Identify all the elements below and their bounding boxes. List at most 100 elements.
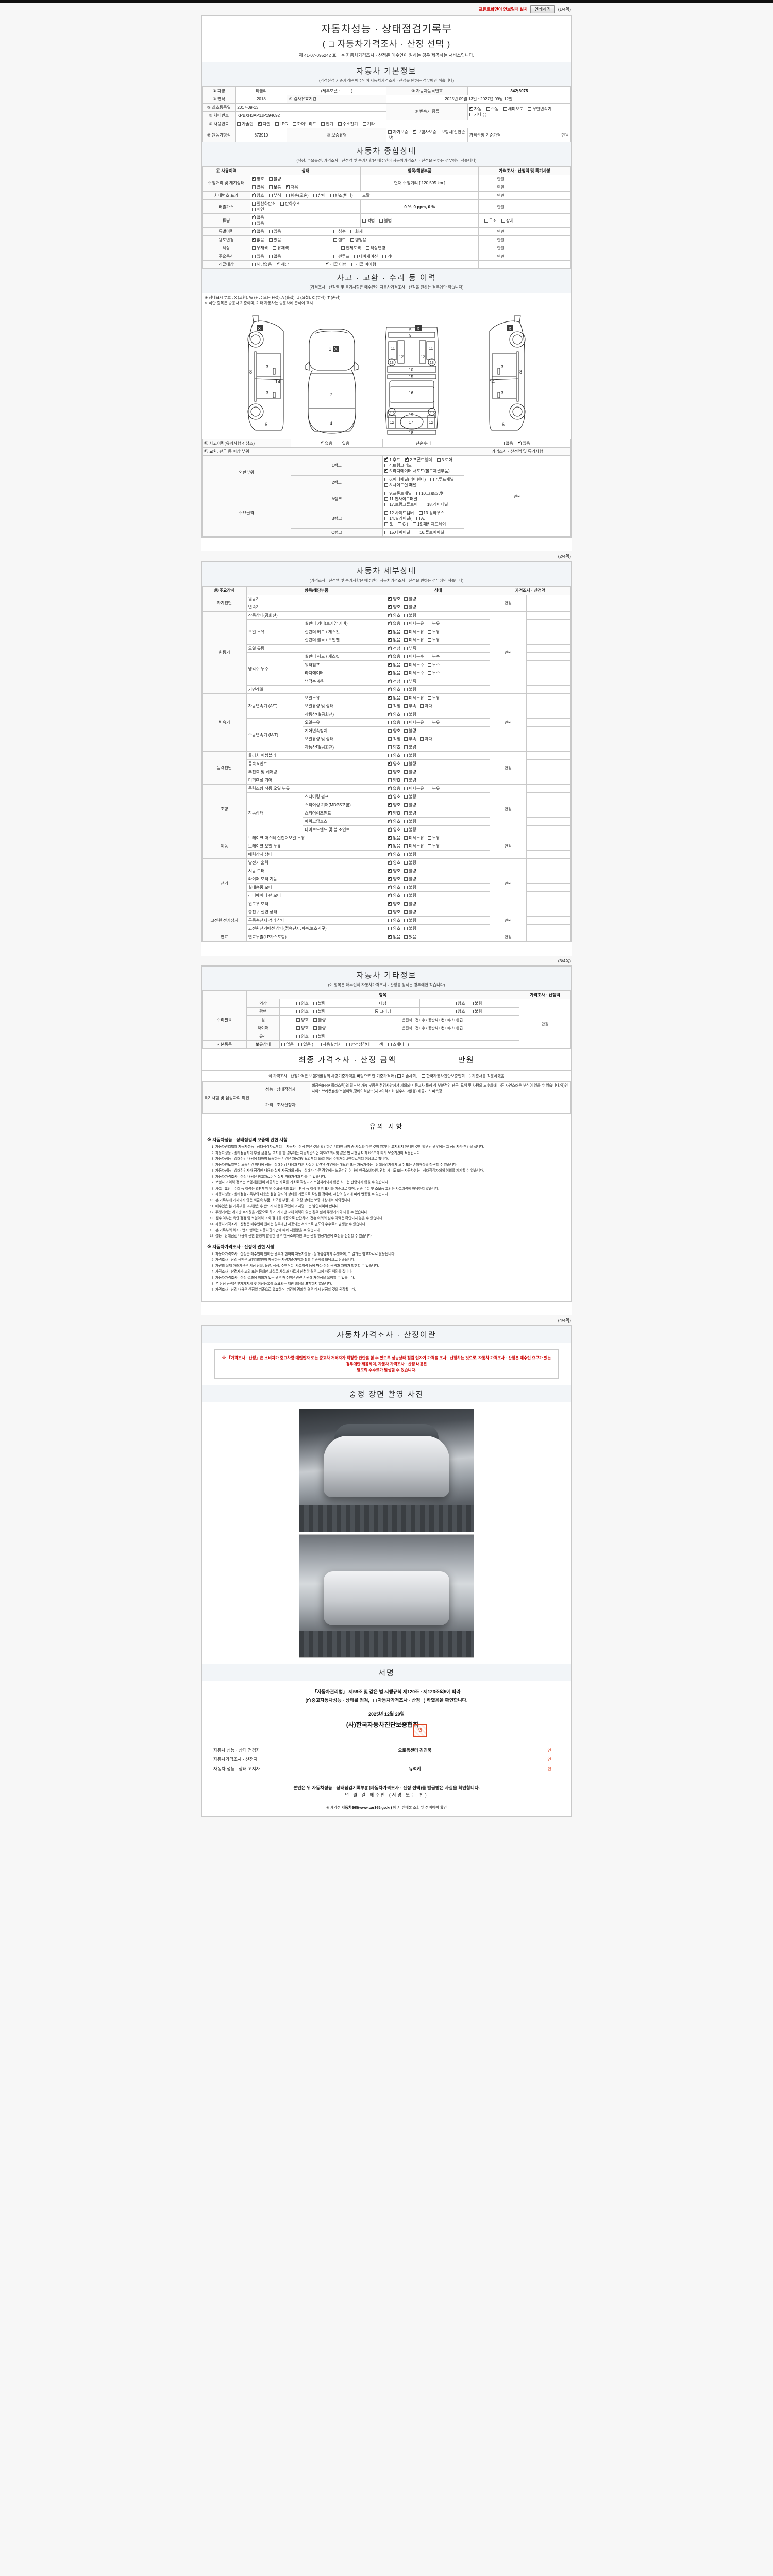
detail-state-0-1[interactable]: 양호 불량 xyxy=(386,603,490,612)
opt-양호[interactable]: 양호 xyxy=(388,769,400,775)
int-bad[interactable]: 불량 xyxy=(469,1001,482,1006)
recall-not-done[interactable]: 리콜 미이행 xyxy=(351,262,376,267)
part-10-cross-member[interactable]: 10.크로스멤버 xyxy=(416,490,446,496)
opt-누수[interactable]: 누수 xyxy=(427,662,440,668)
fuel-opt-electric[interactable]: 전기 xyxy=(321,121,333,127)
detail-state-2-1[interactable]: 적정 부족 과다 xyxy=(386,702,490,711)
opt-없음[interactable]: 없음 xyxy=(388,620,400,626)
rank-B-items[interactable]: 12.사이드멤버 13.휠하우스 14.필러패널( A, B, C ) 19.패… xyxy=(382,509,464,529)
detail-state-5-2[interactable]: 양호 불량 xyxy=(386,850,490,859)
rank-2-items[interactable]: 6.쿼터패널(리어휀더) 7.루프패널 8.사이드실 패널 xyxy=(382,475,464,490)
opt-적정[interactable]: 적정 xyxy=(388,736,400,742)
opt-미세누수[interactable]: 미세누수 xyxy=(404,670,424,676)
detail-state-6-0[interactable]: 양호 불량 xyxy=(386,858,490,868)
basic-manual[interactable]: 사용설명서 xyxy=(317,1042,342,1047)
basic-jack[interactable]: 잭 xyxy=(375,1042,383,1047)
opt-미세누유[interactable]: 미세누유 xyxy=(404,695,424,701)
part-18-rear-panel[interactable]: 18.리어패널 xyxy=(422,502,448,507)
detail-state-3-2[interactable]: 양호 불량 xyxy=(386,768,490,777)
basic-none[interactable]: 없음 xyxy=(281,1042,294,1047)
opt-불량[interactable]: 불량 xyxy=(404,728,416,734)
opt-양호[interactable]: 양호 xyxy=(388,901,400,907)
part-17-trunk-floor[interactable]: 17.트렁크플로어 xyxy=(384,502,418,507)
opt-없음[interactable]: 없음 xyxy=(388,653,400,659)
print-button[interactable]: 인쇄하기 xyxy=(530,5,555,13)
special-flood[interactable]: 침수 xyxy=(333,229,346,234)
repair-polish-opts[interactable]: 양호 불량 xyxy=(279,1007,346,1016)
accident-none[interactable]: 없음 xyxy=(320,440,332,446)
tire-good[interactable]: 양호 xyxy=(296,1025,309,1031)
opt-불량[interactable]: 불량 xyxy=(404,753,416,758)
vin-mark-options[interactable]: 양호 부식 훼손(오손) 상이 변조(변타) 도말 xyxy=(249,191,479,200)
part-11-inside-panel[interactable]: 11.인사이드패널 xyxy=(384,496,417,502)
basic-triangle[interactable]: 안전삼각대 xyxy=(346,1042,370,1047)
opt-불량[interactable]: 불량 xyxy=(404,769,416,775)
part-15-dash-panel[interactable]: 15.대쉬패널 xyxy=(384,530,410,535)
tuning-legal-opt[interactable]: 적법 xyxy=(362,218,375,224)
opt-부족[interactable]: 부족 xyxy=(404,646,416,651)
opt-불량[interactable]: 불량 xyxy=(404,744,416,750)
opt-불량[interactable]: 불량 xyxy=(404,761,416,767)
opt-양호[interactable]: 양호 xyxy=(388,826,400,833)
opt-양호[interactable]: 양호 xyxy=(388,604,400,610)
opt-미세누유[interactable]: 미세누유 xyxy=(404,835,424,841)
opt-불량[interactable]: 불량 xyxy=(404,893,416,899)
law-opt-appraisal[interactable]: 자동차가격조사 · 산정 xyxy=(373,1697,420,1703)
special-none[interactable]: 없음 xyxy=(251,228,264,234)
opt-양호[interactable]: 양호 xyxy=(388,753,400,758)
opt-양호[interactable]: 양호 xyxy=(388,777,400,783)
simple-none[interactable]: 없음 xyxy=(500,440,513,446)
simple-yes[interactable]: 있음 xyxy=(517,440,530,446)
detail-state-4-1[interactable]: 양호 불량 xyxy=(386,792,490,802)
opt-없음[interactable]: 없음 xyxy=(388,637,400,643)
room-bad[interactable]: 불량 xyxy=(469,1009,482,1014)
opt-양호[interactable]: 양호 xyxy=(388,686,400,692)
color-chromatic[interactable]: 유채색 xyxy=(273,245,289,251)
tuning-device[interactable]: 장치 xyxy=(501,218,513,224)
opt-불량[interactable]: 불량 xyxy=(404,596,416,602)
opt-양호[interactable]: 양호 xyxy=(388,760,400,767)
legal-opt-engineer[interactable]: 기술사회, xyxy=(397,1073,417,1079)
trans-opt-manual[interactable]: 수동 xyxy=(486,106,498,112)
rank-A-items[interactable]: 9.프론트패널 10.크로스멤버 11.인사이드패널 17.트렁크플로어 18.… xyxy=(382,489,464,510)
usage-yes[interactable]: 있음 xyxy=(268,237,281,243)
wheel-bad[interactable]: 불량 xyxy=(313,1017,326,1023)
opt-누유[interactable]: 누유 xyxy=(427,786,440,791)
opt-없음[interactable]: 없음 xyxy=(388,843,400,849)
mileage-good[interactable]: 양호 xyxy=(251,176,264,182)
repair-tire-positions[interactable]: 운전석 □전 □후 / 동반석 □전 □후 / □응급 xyxy=(345,1024,519,1033)
detail-state-4-5[interactable]: 양호 불량 xyxy=(386,825,490,835)
tuning-yes[interactable]: 있음 xyxy=(251,221,264,226)
opt-불량[interactable]: 불량 xyxy=(404,687,416,692)
trans-opt-semi[interactable]: 세미오토 xyxy=(503,106,523,112)
opt-불량[interactable]: 불량 xyxy=(404,613,416,618)
tuning-structure[interactable]: 구조 xyxy=(484,218,497,224)
vin-damage[interactable]: 훼손(오손) xyxy=(285,193,309,198)
warranty-opt-self[interactable]: 자가보증 xyxy=(388,129,408,135)
fuel-opt-diesel[interactable]: 디젤 xyxy=(258,121,270,127)
tuning-none[interactable]: 없음 xyxy=(251,214,264,221)
usage-exist[interactable]: 없음 있음 렌트 영업용 xyxy=(249,235,479,244)
opt-부족[interactable]: 부족 xyxy=(404,679,416,684)
detail-state-1-8[interactable]: 적정 부족 xyxy=(386,677,490,686)
opt-no[interactable]: 없음 xyxy=(268,253,281,259)
opt-있음[interactable]: 있음 xyxy=(404,934,416,940)
opt-양호[interactable]: 양호 xyxy=(388,909,400,915)
polish-good[interactable]: 양호 xyxy=(296,1009,309,1014)
detail-state-6-1[interactable]: 양호 불량 xyxy=(386,867,490,876)
trans-opt-other[interactable]: 기타 ( ) xyxy=(469,112,486,117)
detail-state-6-4[interactable]: 양호 불량 xyxy=(386,891,490,901)
detail-state-3-0[interactable]: 양호 불량 xyxy=(386,751,490,760)
fuel-opt-lpg[interactable]: LPG xyxy=(275,122,288,126)
row-mileage-state-1[interactable]: 양호 불량 xyxy=(249,175,361,183)
special-fire[interactable]: 화재 xyxy=(350,229,363,234)
opt-양호[interactable]: 양호 xyxy=(388,851,400,857)
mileage-normal[interactable]: 보통 xyxy=(268,184,281,190)
opt-양호[interactable]: 양호 xyxy=(388,918,400,923)
opt-양호[interactable]: 양호 xyxy=(388,711,400,717)
part-7-roof-panel[interactable]: 7.루프패널 xyxy=(430,477,454,482)
opt-부족[interactable]: 부족 xyxy=(404,703,416,709)
opt-불량[interactable]: 불량 xyxy=(404,876,416,882)
